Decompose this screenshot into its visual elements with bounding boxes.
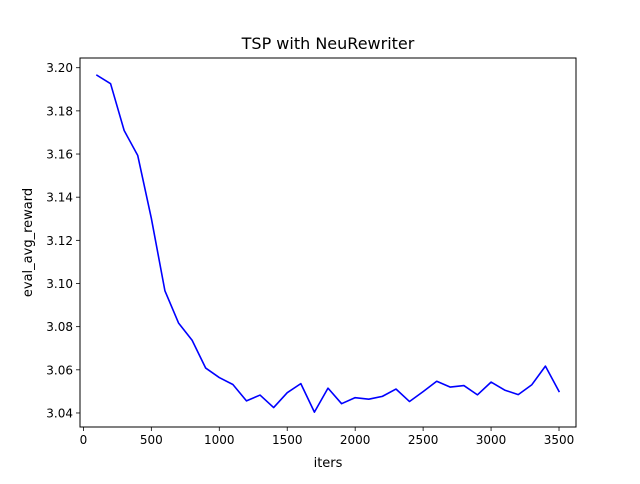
x-tick-label: 500 [140,433,163,447]
x-axis-label: iters [314,456,343,471]
x-tick-label: 0 [80,433,88,447]
y-tick-label: 3.08 [46,320,73,334]
x-tick-label: 1500 [272,433,303,447]
series-layer [95,74,561,413]
x-tick-label: 2500 [408,433,439,447]
x-tick-label: 1000 [204,433,235,447]
y-tick-label: 3.20 [46,61,73,75]
x-tick-label: 3500 [544,433,575,447]
x-tick-label: 3000 [476,433,507,447]
x-tick-label: 2000 [340,433,371,447]
x-axis-ticks: 0 500 1000 1500 2000 2500 3000 3500 [80,427,575,447]
y-axis-label: eval_avg_reward [21,188,36,297]
y-tick-label: 3.12 [46,234,73,248]
series-line [95,74,561,413]
y-axis-ticks: 3.04 3.06 3.08 3.10 3.12 3.14 3.16 3.18 3.20 [46,61,80,420]
plot-frame [79,57,577,428]
y-tick-label: 3.14 [46,191,73,205]
plot-area: 0 500 1000 1500 2000 2500 3000 3500 3.043.063.0… [46,57,577,447]
y-tick-label: 3.04 [46,406,73,420]
chart-title: TSP with NeuRewriter [241,34,415,53]
y-tick-label: 3.16 [46,148,73,162]
y-tick-label: 3.06 [46,363,73,377]
y-tick-label: 3.10 [46,277,73,291]
y-tick-label: 3.18 [46,104,73,118]
